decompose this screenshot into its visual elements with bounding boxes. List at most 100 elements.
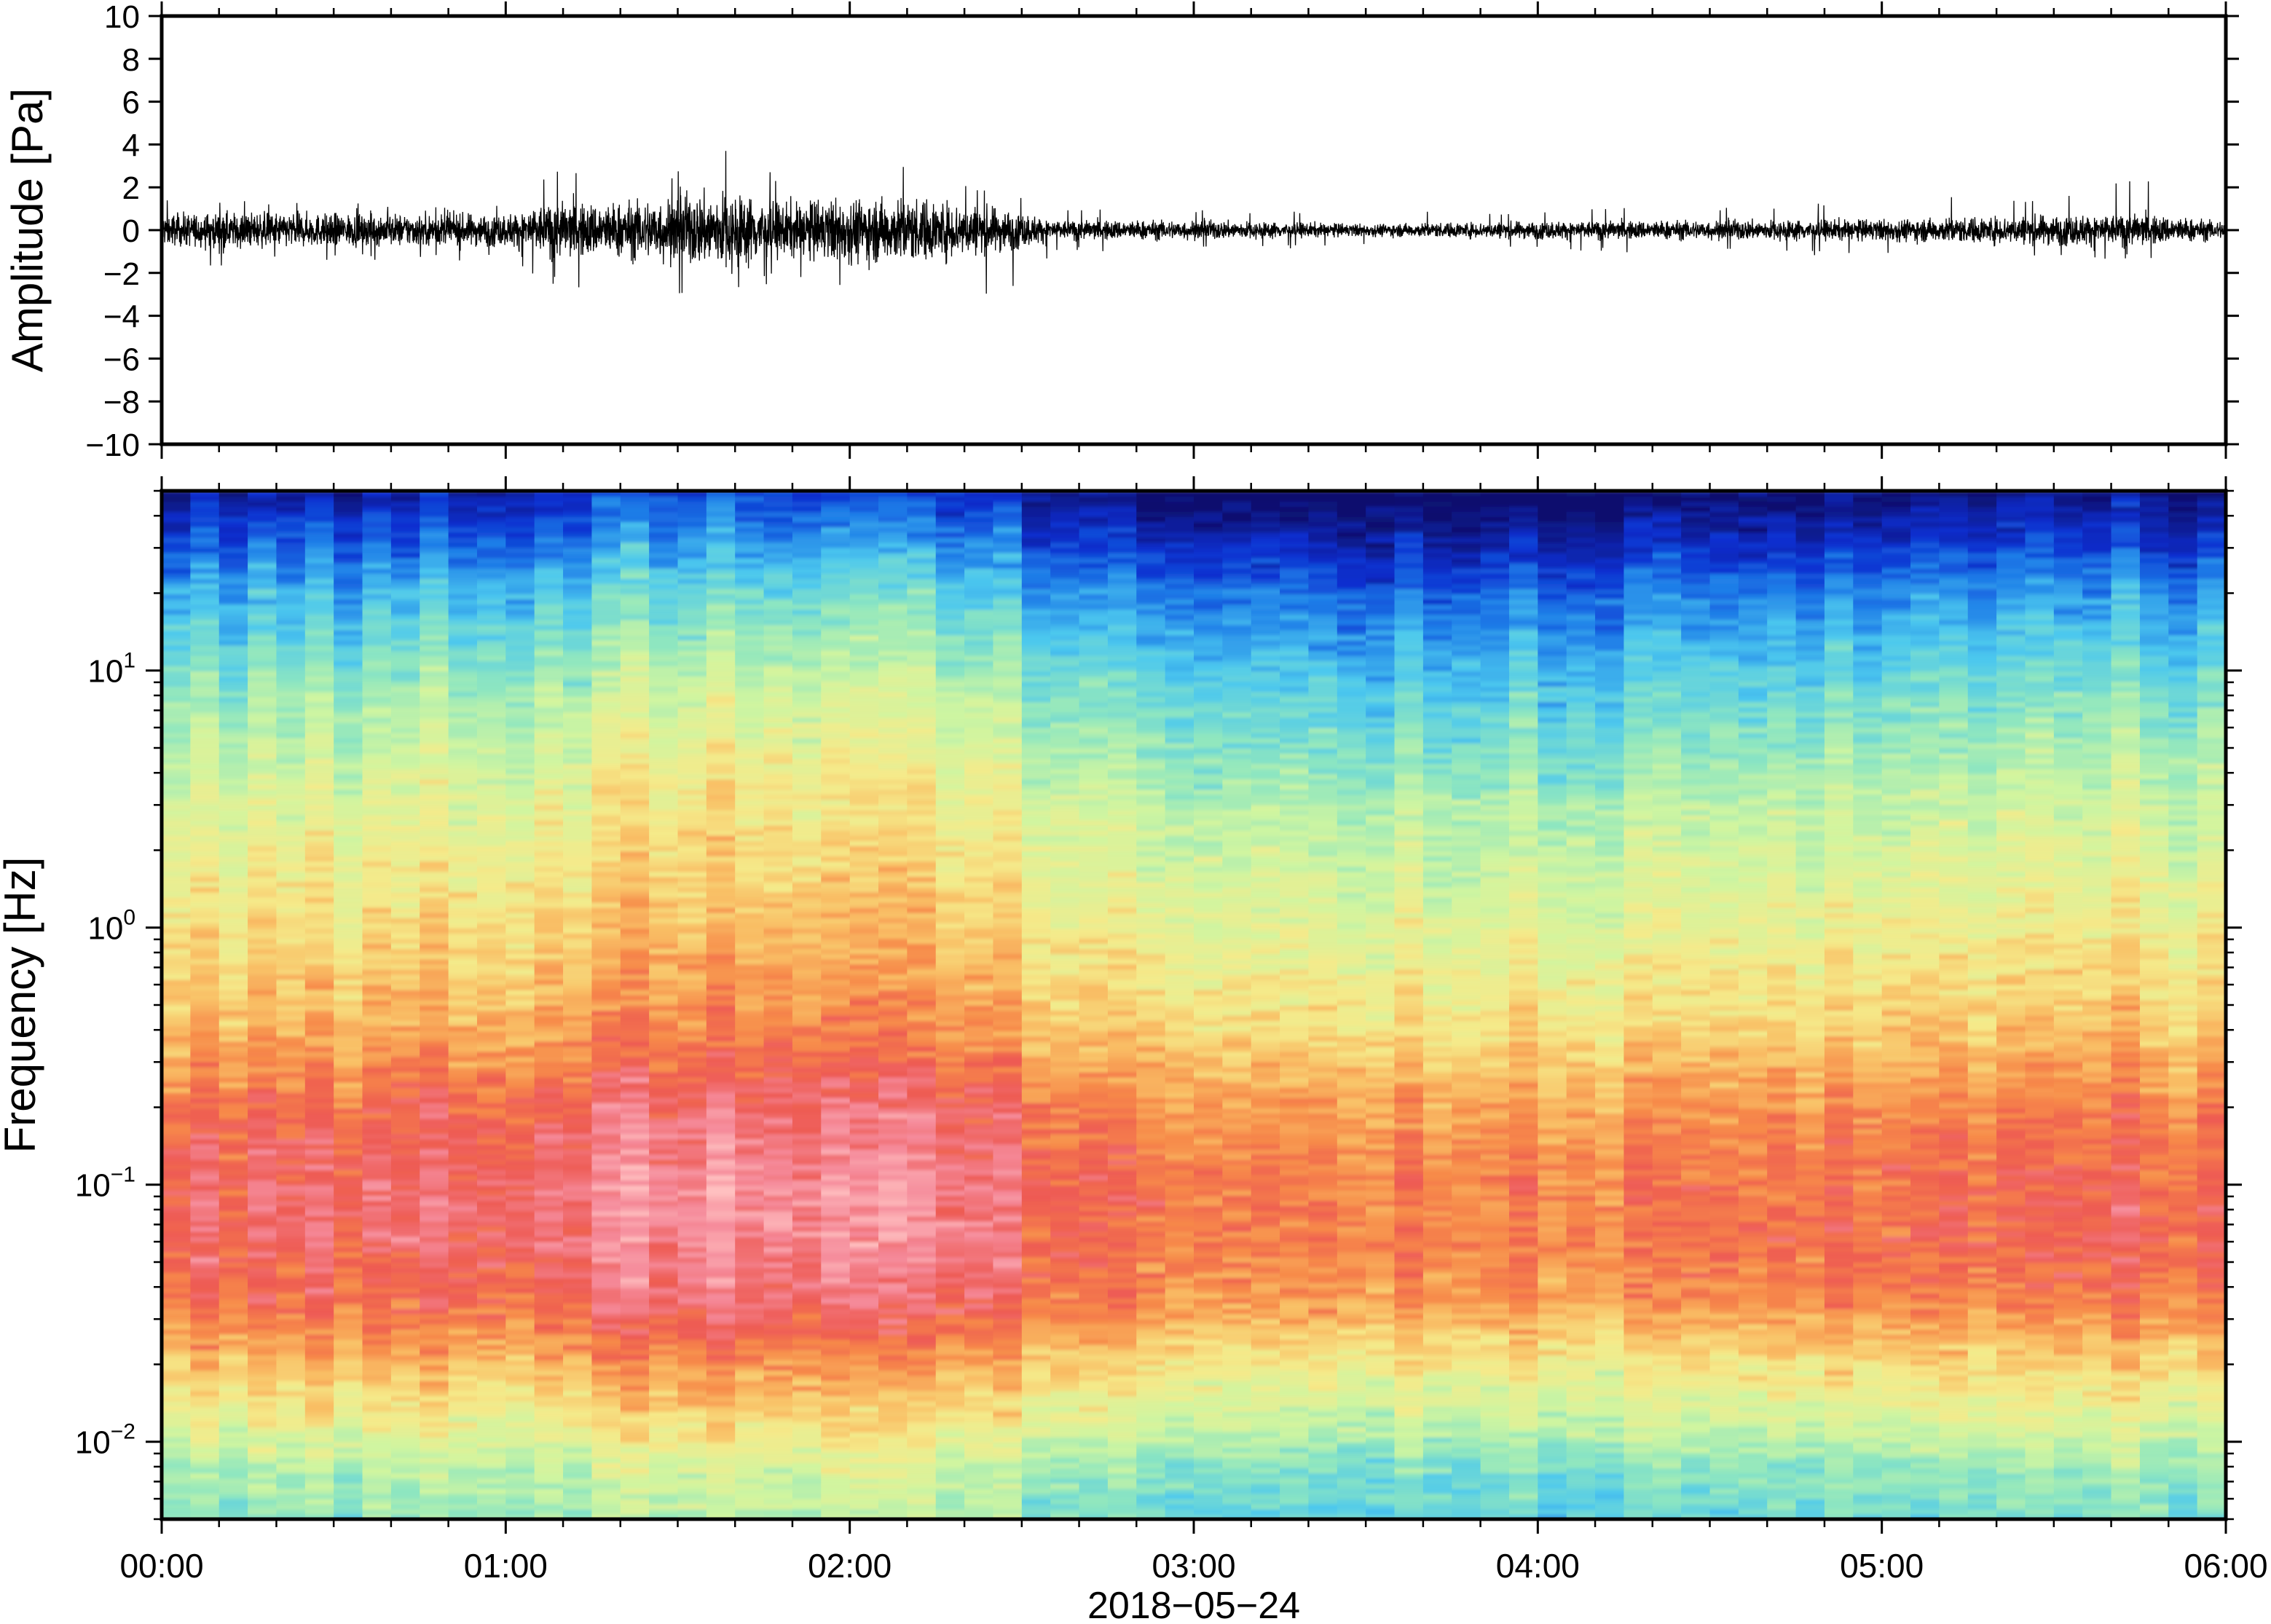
spectrogram-cell: [390, 861, 421, 867]
spectrogram-cell: [563, 542, 593, 548]
spectrogram-cell: [304, 943, 334, 950]
spectrogram-cell: [735, 1195, 765, 1202]
spectrogram-cell: [362, 1395, 392, 1402]
spectrogram-cell: [735, 527, 765, 533]
spectrogram-cell: [591, 1046, 621, 1052]
spectrogram-cell: [849, 1200, 879, 1207]
spectrogram-cell: [334, 506, 363, 513]
spectrogram-cell: [735, 655, 765, 661]
spectrogram-cell: [448, 1097, 478, 1103]
spectrogram-cell: [304, 1246, 334, 1253]
spectrogram-cell: [649, 1406, 679, 1412]
spectrogram-cell: [763, 1174, 793, 1180]
spectrogram-cell: [534, 1251, 564, 1258]
spectrogram-cell: [476, 779, 507, 785]
spectrogram-cell: [248, 732, 278, 738]
spectrogram-cell: [706, 840, 736, 846]
spectrogram-cell: [706, 824, 736, 831]
spectrogram-cell: [763, 1097, 793, 1103]
spectrogram-cell: [821, 491, 851, 497]
spectrogram-cell: [334, 963, 363, 970]
spectrogram-cell: [448, 532, 478, 538]
spectrogram-cell: [792, 866, 822, 872]
spectrogram-cell: [334, 676, 363, 682]
spectrogram-cell: [821, 511, 851, 518]
spectrogram-cell: [620, 1195, 650, 1202]
spectrogram-cell: [476, 943, 507, 950]
spectrogram-cell: [390, 784, 421, 790]
spectrogram-cell: [162, 572, 192, 579]
spectrogram-cell: [735, 1231, 765, 1237]
spectrogram-cell: [849, 686, 879, 693]
spectrogram-cell: [276, 599, 306, 605]
spectrogram-cell: [476, 1241, 507, 1247]
spectrogram-cell: [334, 491, 363, 497]
spectrogram-cell: [276, 1143, 306, 1150]
spectrogram-cell: [792, 896, 822, 903]
spectrogram-cell: [563, 789, 593, 795]
spectrogram-cell: [735, 1246, 765, 1253]
spectrogram-cell: [677, 1143, 707, 1150]
spectrogram-cell: [190, 676, 220, 682]
spectrogram-cell: [677, 1015, 707, 1021]
spectrogram-cell: [534, 861, 564, 867]
spectrogram-cell: [563, 1061, 593, 1068]
spectrogram-cell: [649, 712, 679, 718]
spectrogram-cell: [248, 727, 278, 733]
spectrogram-cell: [620, 1076, 650, 1083]
spectrogram-cell: [190, 594, 220, 600]
spectrogram-cell: [849, 737, 879, 744]
spectrogram-cell: [276, 969, 306, 975]
spectrogram-cell: [420, 681, 449, 687]
spectrogram-cell: [448, 1313, 478, 1320]
spectrogram-cell: [505, 557, 535, 564]
spectrogram-cell: [563, 835, 593, 841]
spectrogram-cell: [276, 491, 306, 497]
spectrogram-cell: [706, 1462, 736, 1469]
spectrogram-cell: [190, 953, 220, 960]
spectrogram-cell: [821, 851, 851, 857]
spectrogram-cell: [420, 958, 449, 965]
spectrogram-cell: [304, 984, 334, 990]
spectrogram-cell: [534, 989, 564, 996]
spectrogram-cell: [390, 1103, 421, 1108]
spectrogram-cell: [849, 824, 879, 831]
spectrogram-cell: [420, 1118, 449, 1124]
spectrogram-cell: [362, 614, 392, 620]
spectrogram-cell: [534, 753, 564, 759]
spectrogram-cell: [162, 1143, 192, 1150]
spectrogram-cell: [591, 943, 621, 950]
spectrogram-cell: [248, 1251, 278, 1258]
spectrogram-cell: [248, 819, 278, 826]
spectrogram-cell: [162, 809, 192, 816]
spectrogram-cell: [649, 1251, 679, 1258]
spectrogram-cell: [792, 1262, 822, 1268]
spectrogram-cell: [420, 1431, 449, 1438]
spectrogram-cell: [649, 1426, 679, 1432]
spectrogram-cell: [219, 1411, 248, 1417]
spectrogram-cell: [362, 594, 392, 600]
spectrogram-cell: [505, 1328, 535, 1335]
spectrogram-cell: [476, 953, 507, 960]
spectrogram-cell: [304, 1180, 334, 1186]
spectrogram-cell: [190, 1041, 220, 1047]
spectrogram-cell: [649, 511, 679, 518]
spectrogram-cell: [563, 1200, 593, 1207]
spectrogram-cell: [334, 1143, 363, 1150]
spectrogram-cell: [219, 691, 248, 698]
spectrogram-cell: [276, 1076, 306, 1083]
spectrogram-cell: [390, 1323, 421, 1330]
spectrogram-cell: [591, 1195, 621, 1202]
spectrogram-cell: [735, 1406, 765, 1412]
spectrogram-cell: [476, 1123, 507, 1130]
spectrogram-cell: [248, 763, 278, 770]
spectrogram-cell: [420, 1349, 449, 1355]
spectrogram-cell: [276, 809, 306, 816]
spectrogram-cell: [735, 650, 765, 656]
spectrogram-cell: [362, 1447, 392, 1454]
spectrogram-cell: [591, 1288, 621, 1294]
spectrogram-cell: [276, 727, 306, 733]
spectrogram-cell: [276, 1246, 306, 1253]
spectrogram-cell: [849, 994, 879, 1001]
spectrogram-cell: [620, 1288, 650, 1294]
